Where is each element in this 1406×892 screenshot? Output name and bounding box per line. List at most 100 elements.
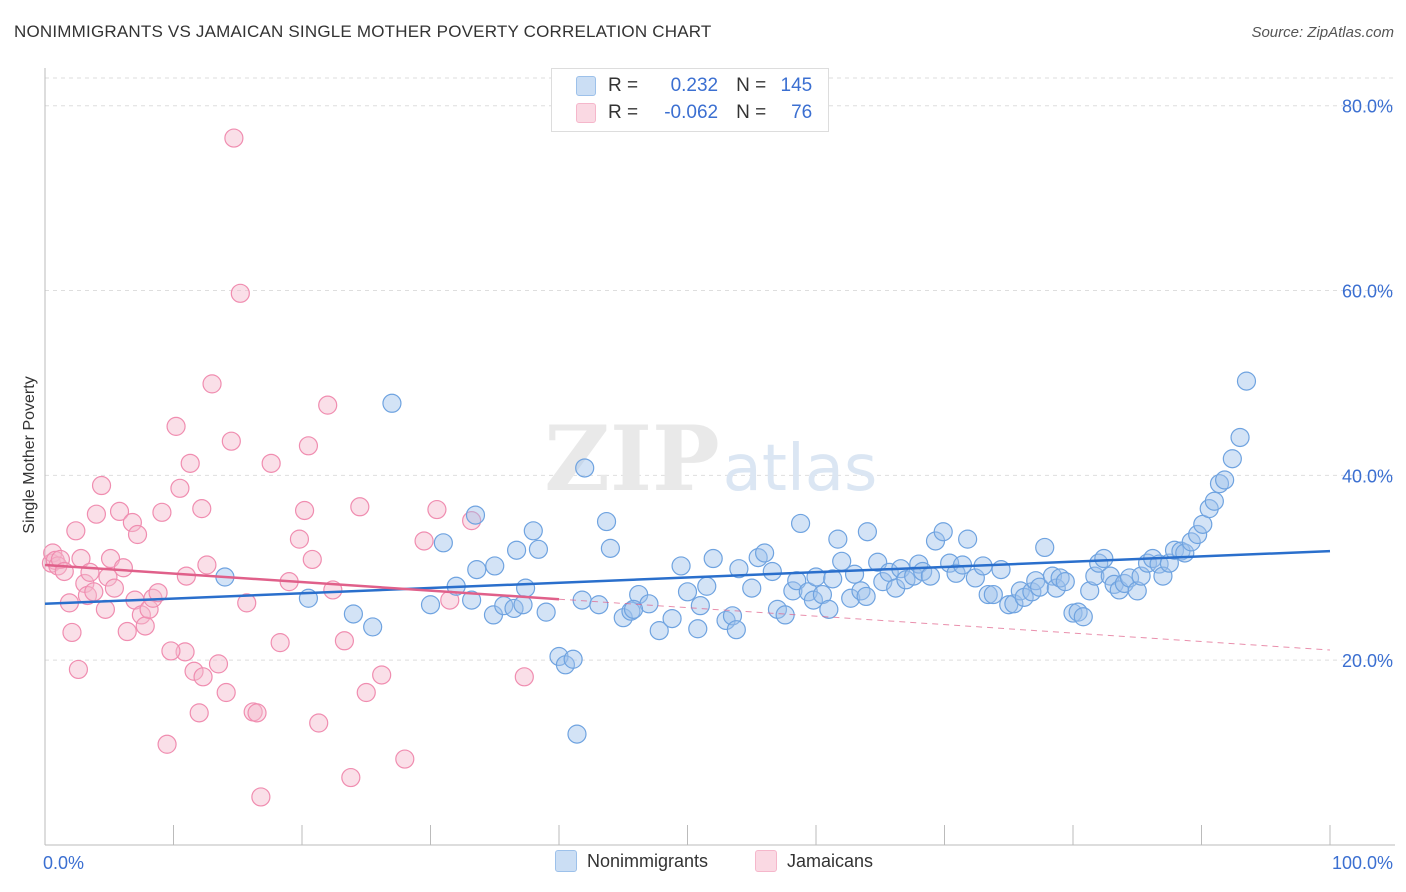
- legend-r-label: R =: [608, 75, 639, 96]
- nonimmigrants-point: [596, 511, 617, 532]
- nonimmigrants-point: [726, 620, 746, 640]
- jamaicans-point: [62, 622, 82, 643]
- axes: [44, 68, 1395, 846]
- jamaicans-point: [202, 374, 222, 394]
- nonimmigrants-point: [420, 595, 441, 615]
- jamaicans-point: [514, 667, 534, 687]
- series-swatch-nonimmigrants: [555, 850, 577, 872]
- jamaicans-point: [180, 453, 200, 473]
- nonimmigrants-point: [688, 619, 708, 639]
- jamaicans-point: [117, 621, 137, 642]
- y-tick-label: 40.0%: [1342, 466, 1393, 486]
- nonimmigrants-point: [1073, 607, 1093, 627]
- jamaicans-point: [127, 524, 148, 545]
- nonimmigrants-point: [787, 571, 807, 591]
- series-legend-jamaicans[interactable]: Jamaicans: [755, 850, 873, 872]
- jamaicans-point: [91, 475, 112, 496]
- watermark-zip: ZIP: [544, 406, 719, 512]
- jamaicans-point: [80, 562, 100, 582]
- jamaicans-point: [152, 502, 172, 522]
- nonimmigrants-point: [567, 724, 587, 744]
- trend-lines: [44, 549, 1331, 651]
- jamaicans-point: [95, 599, 115, 619]
- nonimmigrants-point: [575, 458, 595, 478]
- nonimmigrants-point: [662, 608, 682, 629]
- jamaicans-point: [100, 548, 121, 569]
- nonimmigrants-point: [1035, 537, 1055, 558]
- jamaicans-point: [372, 665, 392, 685]
- nonimmigrants-point: [754, 543, 775, 563]
- series-swatch-jamaicans: [755, 850, 777, 872]
- nonimmigrants-point: [1236, 371, 1257, 391]
- jamaicans-point: [294, 500, 315, 521]
- nonimmigrants-point: [623, 599, 644, 619]
- nonimmigrants-point: [978, 584, 998, 605]
- x-tick-label: 100.0%: [1332, 853, 1393, 873]
- jamaicans-point: [224, 128, 244, 148]
- nonimmigrants-point: [1209, 474, 1230, 494]
- jamaicans-point: [122, 512, 142, 533]
- nonimmigrants-point: [523, 521, 543, 541]
- stats-legend: R = 0.232 N = 145 R = -0.062 N = 76: [551, 68, 829, 132]
- jamaicans-trend-line: [44, 563, 560, 601]
- nonimmigrants-point: [920, 566, 940, 586]
- jamaicans-point: [302, 549, 322, 570]
- jamaicans-trend-extension: [558, 598, 1331, 651]
- legend-r-label: R =: [608, 102, 639, 123]
- nonimmigrants-point: [790, 513, 811, 534]
- series-legend-nonimmigrants[interactable]: Nonimmigrants: [555, 850, 708, 872]
- nonimmigrants-point: [819, 599, 839, 619]
- jamaicans-point: [356, 682, 376, 703]
- watermark-atlas: atlas: [723, 432, 878, 506]
- nonimmigrants-point: [515, 578, 536, 598]
- nonimmigrants-point: [803, 590, 824, 610]
- jamaicans-point: [84, 582, 104, 602]
- nonimmigrants-point: [841, 588, 861, 608]
- series-label-jamaicans: Jamaicans: [787, 850, 874, 871]
- jamaicans-point: [208, 654, 229, 674]
- jamaicans-point: [197, 555, 217, 575]
- nonimmigrants-point: [828, 529, 848, 549]
- legend-n-value: 76: [791, 102, 813, 123]
- jamaicans-point: [414, 531, 434, 551]
- nonimmigrants-point: [563, 649, 583, 669]
- jamaicans-point: [334, 631, 355, 651]
- nonimmigrants-point: [536, 602, 556, 622]
- nonimmigrants-point: [1222, 449, 1242, 469]
- jamaicans-point: [109, 501, 130, 522]
- nonimmigrants-point: [729, 559, 749, 579]
- chart-title: NONIMMIGRANTS VS JAMAICAN SINGLE MOTHER …: [14, 22, 712, 41]
- jamaicans-point: [175, 642, 195, 662]
- jamaicans-points: [41, 128, 534, 807]
- legend-r-value: -0.062: [664, 102, 719, 123]
- nonimmigrants-point: [958, 529, 978, 549]
- nonimmigrants-point: [1215, 470, 1235, 490]
- series-label-nonimmigrants: Nonimmigrants: [587, 850, 709, 871]
- nonimmigrants-point: [1127, 581, 1147, 601]
- jamaicans-point: [237, 593, 257, 613]
- nonimmigrants-point: [1080, 581, 1100, 601]
- jamaicans-point: [251, 787, 271, 807]
- nonimmigrants-point: [965, 568, 985, 588]
- jamaicans-point: [86, 504, 107, 524]
- nonimmigrants-point: [589, 595, 609, 615]
- jamaicans-point: [113, 558, 133, 578]
- jamaicans-point: [50, 549, 71, 570]
- jamaicans-point: [350, 497, 370, 517]
- nonimmigrants-point: [343, 604, 363, 624]
- legend-n-value: 145: [780, 75, 813, 96]
- legend-n-label: N =: [736, 75, 767, 96]
- jamaicans-point: [298, 436, 319, 456]
- jamaicans-point: [221, 431, 241, 451]
- nonimmigrants-point: [671, 556, 691, 576]
- nonimmigrants-point: [467, 560, 487, 580]
- x-tick-label: 0.0%: [43, 853, 84, 873]
- nonimmigrants-point: [697, 576, 717, 596]
- nonimmigrants-point: [823, 569, 843, 589]
- source-label: Source: ZipAtlas.com: [1251, 24, 1394, 41]
- y-tick-label: 20.0%: [1342, 651, 1393, 671]
- nonimmigrants-point: [677, 582, 698, 602]
- legend-n-label: N =: [736, 102, 767, 123]
- nonimmigrants-point: [742, 578, 762, 598]
- nonimmigrants-trend-line: [44, 549, 1331, 606]
